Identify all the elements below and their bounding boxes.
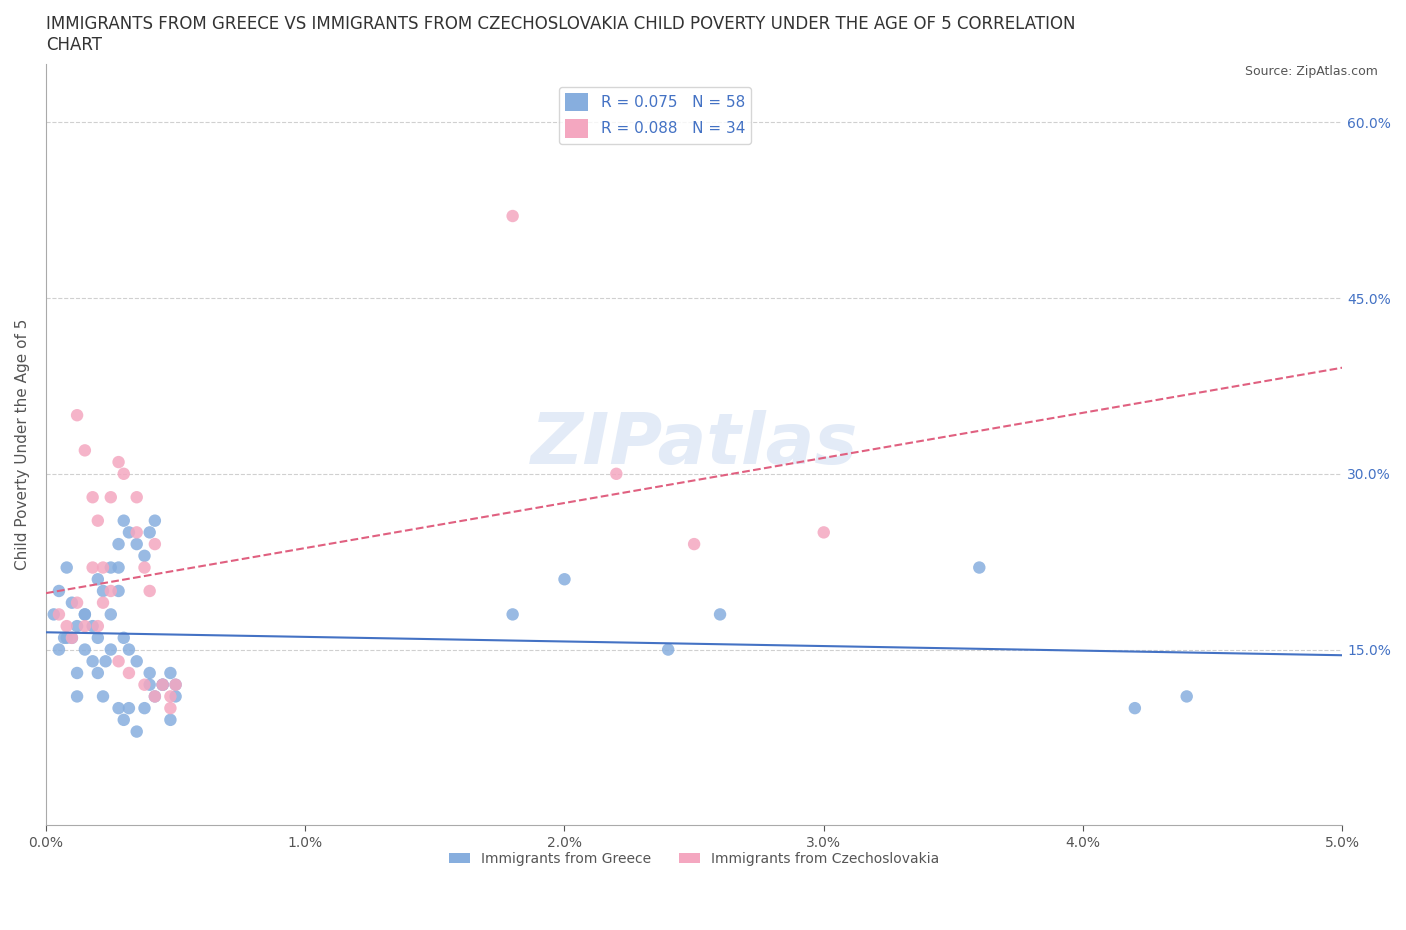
Text: IMMIGRANTS FROM GREECE VS IMMIGRANTS FROM CZECHOSLOVAKIA CHILD POVERTY UNDER THE: IMMIGRANTS FROM GREECE VS IMMIGRANTS FRO… — [46, 15, 1076, 54]
Point — [118, 525, 141, 539]
Point — [107, 560, 129, 575]
Point — [553, 572, 575, 587]
Point — [134, 677, 156, 692]
Point — [66, 689, 89, 704]
Point — [66, 595, 89, 610]
Point — [82, 654, 104, 669]
Point — [55, 618, 77, 633]
Point — [112, 466, 135, 481]
Point — [112, 631, 135, 645]
Point — [91, 689, 114, 704]
Point — [100, 490, 122, 505]
Point — [165, 677, 187, 692]
Point — [159, 689, 181, 704]
Point — [125, 490, 148, 505]
Point — [107, 583, 129, 598]
Point — [969, 560, 991, 575]
Point — [125, 724, 148, 739]
Point — [87, 666, 110, 681]
Point — [53, 631, 76, 645]
Point — [125, 525, 148, 539]
Point — [152, 677, 174, 692]
Point — [73, 618, 96, 633]
Point — [143, 689, 166, 704]
Point — [502, 607, 524, 622]
Point — [152, 677, 174, 692]
Point — [143, 537, 166, 551]
Point — [48, 642, 70, 657]
Point — [73, 607, 96, 622]
Point — [134, 700, 156, 715]
Point — [112, 513, 135, 528]
Point — [87, 631, 110, 645]
Text: ZIPatlas: ZIPatlas — [530, 410, 858, 479]
Point — [159, 700, 181, 715]
Point — [605, 466, 627, 481]
Point — [138, 666, 160, 681]
Point — [143, 513, 166, 528]
Point — [107, 537, 129, 551]
Text: Source: ZipAtlas.com: Source: ZipAtlas.com — [1244, 65, 1378, 78]
Point — [100, 583, 122, 598]
Point — [100, 560, 122, 575]
Point — [165, 689, 187, 704]
Point — [91, 560, 114, 575]
Point — [107, 654, 129, 669]
Point — [66, 407, 89, 422]
Point — [87, 513, 110, 528]
Point — [502, 208, 524, 223]
Point — [60, 595, 83, 610]
Point — [118, 700, 141, 715]
Point — [48, 583, 70, 598]
Point — [91, 583, 114, 598]
Point — [73, 642, 96, 657]
Point — [125, 537, 148, 551]
Point — [60, 631, 83, 645]
Point — [1175, 689, 1198, 704]
Point — [683, 537, 706, 551]
Point — [143, 689, 166, 704]
Point — [82, 618, 104, 633]
Y-axis label: Child Poverty Under the Age of 5: Child Poverty Under the Age of 5 — [15, 319, 30, 570]
Point — [66, 618, 89, 633]
Point — [125, 654, 148, 669]
Point — [107, 455, 129, 470]
Point — [138, 583, 160, 598]
Point — [60, 631, 83, 645]
Point — [73, 443, 96, 458]
Point — [73, 607, 96, 622]
Point — [82, 560, 104, 575]
Point — [159, 712, 181, 727]
Point — [813, 525, 835, 539]
Point — [42, 607, 65, 622]
Point — [118, 666, 141, 681]
Point — [107, 700, 129, 715]
Legend: Immigrants from Greece, Immigrants from Czechoslovakia: Immigrants from Greece, Immigrants from … — [443, 846, 945, 871]
Point — [165, 677, 187, 692]
Point — [87, 618, 110, 633]
Point — [657, 642, 679, 657]
Point — [1123, 700, 1146, 715]
Point — [66, 666, 89, 681]
Point — [91, 595, 114, 610]
Point — [152, 677, 174, 692]
Point — [82, 490, 104, 505]
Point — [94, 654, 117, 669]
Point — [55, 560, 77, 575]
Point — [118, 642, 141, 657]
Point — [138, 677, 160, 692]
Point — [100, 607, 122, 622]
Point — [112, 712, 135, 727]
Point — [55, 631, 77, 645]
Point — [100, 642, 122, 657]
Point — [48, 607, 70, 622]
Point — [709, 607, 731, 622]
Point — [138, 525, 160, 539]
Point — [159, 666, 181, 681]
Point — [134, 549, 156, 564]
Point — [134, 560, 156, 575]
Point — [87, 572, 110, 587]
